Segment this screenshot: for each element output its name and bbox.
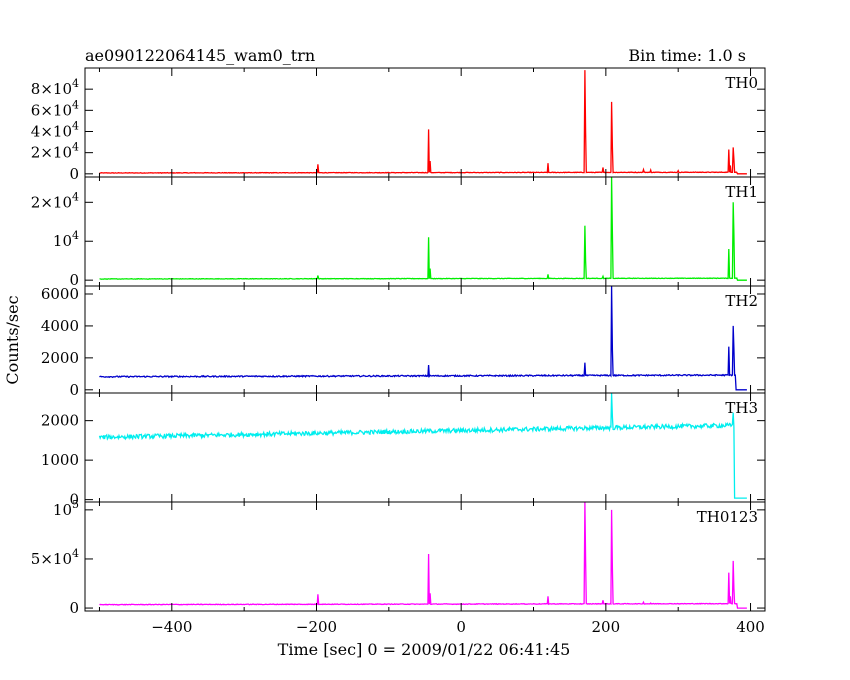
panel-label: TH1 <box>725 183 758 201</box>
panel-th2: 0 2000 4000 6000 TH2 <box>41 285 766 399</box>
series-line-th2 <box>99 285 747 391</box>
y-tick-label: 2×104 <box>31 141 79 162</box>
y-tick-label: 4000 <box>41 317 79 335</box>
y-tick-label: 0 <box>69 381 79 399</box>
y-tick-label: 2000 <box>41 412 79 430</box>
panel-frame <box>84 67 766 178</box>
panel-label: TH2 <box>725 292 758 310</box>
y-tick-label: 2000 <box>41 349 79 367</box>
panel-th0123: 0 5×104 105 TH0123 <box>31 498 766 617</box>
y-tick-label: 2×104 <box>31 190 79 211</box>
x-tick-label: −200 <box>296 618 337 636</box>
y-tick-label: 1000 <box>41 451 79 469</box>
y-tick-label: 105 <box>53 498 79 519</box>
x-axis-label: Time [sec] 0 = 2009/01/22 06:41:45 <box>278 640 571 659</box>
panel-frame <box>84 392 766 503</box>
x-tick-label: 0 <box>456 618 466 636</box>
y-axis-label: Counts/sec <box>3 295 22 384</box>
y-tick-label: 0 <box>69 271 79 289</box>
panel-label: TH3 <box>725 399 758 417</box>
panel-label: TH0123 <box>697 508 758 526</box>
x-tick-label: −400 <box>151 618 192 636</box>
y-tick-label: 4×104 <box>31 119 79 140</box>
panel-frame <box>84 176 766 287</box>
plot-title: ae090122064145_wam0_trn <box>85 46 315 65</box>
y-tick-label: 0 <box>69 165 79 183</box>
panel-th3: 0 1000 2000 TH3 <box>41 392 766 509</box>
x-tick-label: 200 <box>592 618 621 636</box>
series-line-th3 <box>98 392 747 499</box>
panel-th1: 0 104 2×104 TH1 <box>31 176 766 289</box>
y-tick-label: 5×104 <box>31 547 79 568</box>
y-tick-label: 104 <box>53 229 79 250</box>
bin-time-label: Bin time: 1.0 s <box>628 46 746 65</box>
series-line-th0 <box>99 70 747 175</box>
x-tick-labels: −400 −200 0 200 400 <box>151 618 765 636</box>
y-tick-label: 8×104 <box>31 77 79 98</box>
panel-label: TH0 <box>725 74 758 92</box>
series-line-th1 <box>99 176 747 281</box>
y-tick-label: 6000 <box>41 285 79 303</box>
series-line-th0123 <box>99 501 747 609</box>
x-tick-label: 400 <box>736 618 765 636</box>
y-tick-label: 0 <box>69 599 79 617</box>
y-tick-label: 6×104 <box>31 98 79 119</box>
panel-frame <box>84 501 766 612</box>
y-tick-label: 0 <box>69 491 79 509</box>
